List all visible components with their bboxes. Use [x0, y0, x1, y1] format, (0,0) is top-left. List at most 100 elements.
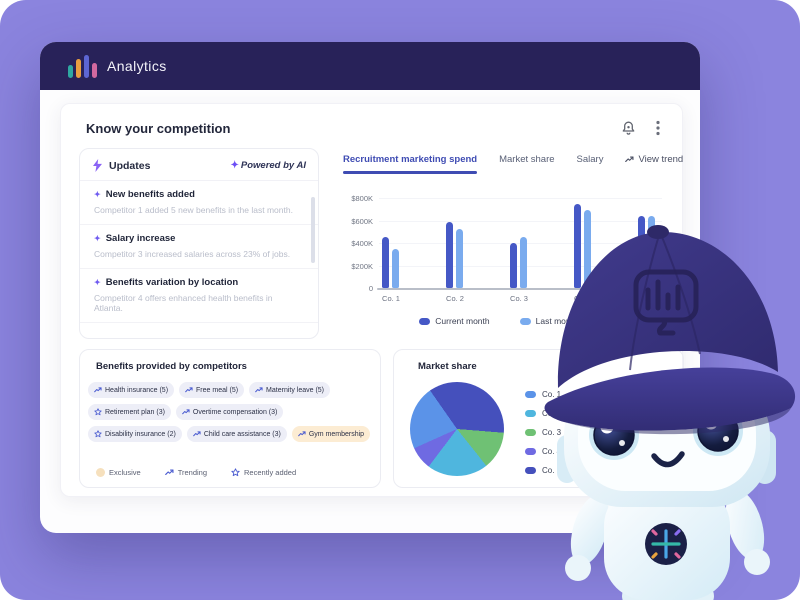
legend-item: Last month: [519, 316, 578, 326]
update-description: Competitor 4 offers enhanced health bene…: [94, 293, 273, 313]
updates-list: ✦ New benefits added Competitor 1 added 5…: [80, 181, 318, 323]
y-axis-tick: $400K: [351, 239, 373, 248]
updates-header: Updates ✦ Powered by AI: [80, 149, 318, 181]
tab-recruitment-marketing-spend[interactable]: Recruitment marketing spend: [343, 154, 478, 174]
chip-overtime-compensation-3-[interactable]: Overtime compensation (3): [175, 404, 284, 420]
y-axis-tick: $200K: [351, 261, 373, 271]
pie-legend-item: Co. 3: [525, 428, 561, 437]
pie-legend-item: Co. 5: [525, 466, 561, 475]
logo-bars-icon: [68, 54, 97, 78]
legend-item: Current month: [419, 316, 490, 326]
chip-gym-membership[interactable]: Gym membership: [291, 426, 371, 442]
sparkle-icon: ✦: [94, 190, 101, 199]
market-share-panel: Market share Co. 1Co. 2Co. 3Co. 4Co. 5: [393, 349, 684, 488]
legend-dot: [525, 448, 536, 455]
update-item: ✦ New benefits added Competitor 1 added 5…: [80, 181, 318, 225]
pie-legend-item: Co. 1: [525, 390, 561, 399]
sparkle-icon: ✦: [94, 234, 101, 243]
chip-health-insurance-5-[interactable]: Health insurance (5): [88, 382, 175, 398]
gridline: [379, 220, 662, 222]
update-description: Competitor 1 added 5 new benefits in the…: [94, 205, 293, 215]
robot-arm: [725, 490, 765, 560]
tab-market-share[interactable]: Market share: [499, 154, 555, 165]
sparkle-icon: ✦: [230, 160, 239, 171]
x-axis-label: Co. 3: [510, 294, 528, 303]
trending-icon: [298, 431, 306, 437]
y-axis-tick: 0: [368, 284, 373, 293]
benefits-legend: Exclusive Trending Recently added: [96, 468, 296, 477]
update-item: ✦ Salary increase Competitor 3 increased …: [80, 225, 318, 269]
bar-chart-legend: Current month Last month: [331, 316, 666, 326]
robot-mouth: [651, 451, 685, 468]
legend-dot: [419, 317, 431, 325]
benefits-legend-item: Trending: [164, 468, 207, 477]
view-trend-button[interactable]: View trend: [625, 154, 683, 165]
update-item: ✦ Benefits variation by location Competit…: [80, 269, 318, 323]
powered-by-ai-badge: ✦ Powered by AI: [230, 160, 307, 171]
trending-icon: [625, 156, 634, 163]
lightning-icon: [93, 159, 102, 172]
chest-badge-icon: [645, 523, 687, 565]
bar-co-2-last: [456, 229, 463, 288]
robot-mascot: [544, 225, 796, 600]
benefits-panel: Benefits provided by competitors Health …: [79, 349, 381, 488]
bar-co-2-current: [446, 222, 453, 288]
legend-dot: [525, 391, 536, 398]
trending-icon: [94, 387, 102, 393]
bar-co-1-current: [382, 237, 389, 288]
bar-co-4-current: [574, 204, 581, 288]
trending-icon: [164, 469, 174, 476]
trending-icon: [255, 387, 263, 393]
legend-dot: [525, 429, 536, 436]
bar-co-3-last: [520, 237, 527, 288]
x-axis-line: [377, 288, 662, 290]
tab-salary[interactable]: Salary: [576, 154, 604, 165]
x-axis-label: Co. 2: [446, 294, 464, 303]
bell-icon[interactable]: [621, 120, 636, 136]
bar-co-4-last: [584, 210, 591, 288]
chart-tabs: Recruitment marketing spend Market share S…: [343, 154, 683, 174]
titlebar: Analytics: [40, 42, 700, 90]
star-icon: [94, 408, 102, 416]
legend-dot: [525, 410, 536, 417]
sparkle-icon: ✦: [94, 278, 101, 287]
benefit-chips: Health insurance (5) Free meal (5) Materni…: [88, 382, 372, 442]
gridline: [379, 198, 662, 199]
update-title: New benefits added: [105, 189, 195, 200]
cap-monitor-logo-icon: [633, 269, 699, 336]
exclusive-dot-icon: [96, 468, 105, 477]
trending-icon: [182, 409, 190, 415]
market-share-title: Market share: [418, 361, 477, 372]
bar-co-1-last: [392, 249, 399, 288]
chip-child-care-assistance-3-[interactable]: Child care assistance (3): [186, 426, 287, 442]
update-description: Competitor 3 increased salaries across 2…: [94, 249, 291, 259]
benefits-title: Benefits provided by competitors: [96, 361, 247, 372]
trending-icon: [192, 431, 201, 437]
y-axis-tick: $600K: [351, 216, 373, 226]
updates-title: Updates: [109, 159, 151, 172]
scrollbar-thumb[interactable]: [311, 197, 315, 263]
legend-dot: [525, 467, 536, 474]
robot-cap: [544, 225, 796, 435]
update-title: Benefits variation by location: [105, 277, 239, 288]
y-axis-tick: $800K: [351, 194, 373, 203]
chip-disability-insurance-2-[interactable]: Disability insurance (2): [88, 426, 182, 442]
chip-maternity-leave-5-[interactable]: Maternity leave (5): [249, 382, 331, 398]
x-axis-label: Co. 1: [382, 294, 400, 303]
chip-retirement-plan-3-[interactable]: Retirement plan (3): [88, 404, 171, 420]
star-icon: [231, 468, 240, 477]
robot-arm: [570, 495, 610, 565]
market-share-pie-chart: [410, 382, 504, 476]
trending-icon: [185, 387, 193, 393]
update-title: Salary increase: [105, 233, 176, 244]
chip-free-meal-5-[interactable]: Free meal (5): [179, 382, 245, 398]
benefits-legend-item: Recently added: [231, 468, 296, 477]
star-icon: [94, 430, 102, 438]
benefits-legend-item: Exclusive: [96, 468, 141, 477]
legend-dot: [519, 317, 531, 325]
pie-legend-item: Co. 4: [525, 447, 561, 456]
bar-co-3-current: [510, 243, 517, 288]
kebab-menu-icon[interactable]: [656, 120, 660, 136]
